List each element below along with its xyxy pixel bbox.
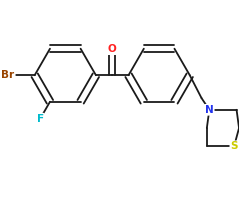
Text: S: S <box>230 141 238 151</box>
Text: F: F <box>37 114 44 124</box>
Text: O: O <box>108 44 117 54</box>
Text: Br: Br <box>1 70 14 80</box>
Text: N: N <box>205 105 214 115</box>
